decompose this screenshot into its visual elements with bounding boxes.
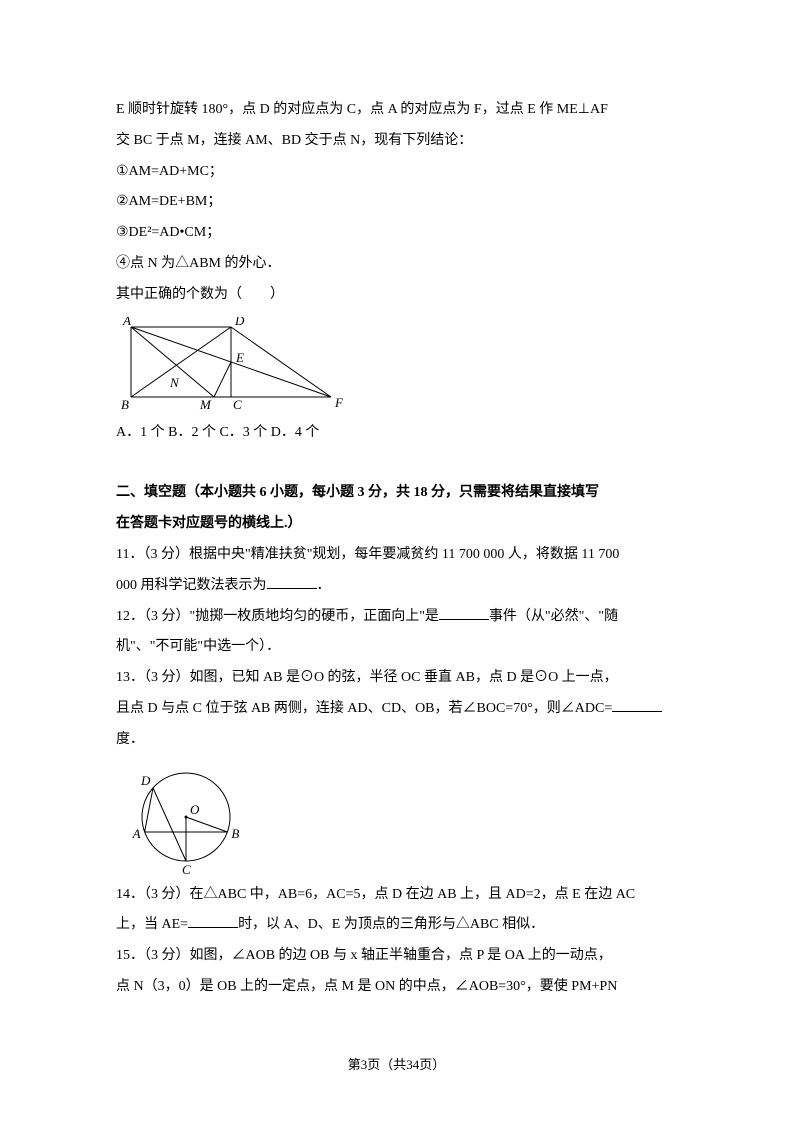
section2-title-1: 二、填空题（本小题共 6 小题，每小题 3 分，共 18 分，只需要将结果直接填…: [116, 478, 683, 509]
svg-text:D: D: [234, 317, 245, 328]
q10-options: A．1 个 B．2 个 C．3 个 D．4 个: [116, 418, 683, 449]
q12-blank[interactable]: [439, 604, 489, 619]
q10-s1: ①AM=AD+MC；: [116, 157, 683, 188]
svg-text:C: C: [182, 862, 191, 874]
q10-line2: 交 BC 于点 M，连接 AM、BD 交于点 N，现有下列结论：: [116, 126, 683, 157]
svg-text:A: A: [122, 317, 131, 328]
q14-line1: 14．（3 分）在△ABC 中，AB=6，AC=5，点 D 在边 AB 上，且 …: [116, 880, 683, 911]
svg-text:D: D: [140, 773, 151, 788]
svg-text:F: F: [334, 395, 344, 410]
q13-line2: 且点 D 与点 C 位于弦 AB 两侧，连接 AD、CD、OB，若∠BOC=70…: [116, 694, 683, 725]
section2-title-2: 在答题卡对应题号的横线上.）: [116, 509, 683, 540]
q12-line2: 机"、"不可能"中选一个）．: [116, 632, 683, 663]
q11-line1: 11．（3 分）根据中央"精准扶贫"规划，每年要减贫约 11 700 000 人…: [116, 540, 683, 571]
q10-s4: ④点 N 为△ABM 的外心．: [116, 249, 683, 280]
svg-text:O: O: [190, 802, 200, 817]
svg-text:M: M: [199, 397, 212, 412]
svg-text:C: C: [233, 397, 242, 412]
q11-blank[interactable]: [267, 573, 317, 588]
q14-line2: 上，当 AE=时，以 A、D、E 为顶点的三角形与△ABC 相似．: [116, 910, 683, 941]
q10-figure: A D B C F E M N: [116, 317, 683, 412]
q15-line2: 点 N（3，0）是 OB 上的一定点，点 M 是 ON 的中点，∠AOB=30°…: [116, 972, 683, 1003]
svg-text:B: B: [121, 397, 129, 412]
q10-s2: ②AM=DE+BM；: [116, 187, 683, 218]
page-footer: 第3页（共34页）: [0, 1051, 793, 1080]
svg-text:A: A: [132, 826, 141, 841]
q11-line2: 000 用科学记数法表示为．: [116, 571, 683, 602]
q13-line3: 度．: [116, 725, 683, 756]
q10-s3: ③DE²=AD•CM；: [116, 218, 683, 249]
q10-line1: E 顺时针旋转 180°，点 D 的对应点为 C，点 A 的对应点为 F，过点 …: [116, 95, 683, 126]
q13-figure: A B C D O: [116, 762, 683, 874]
q13-blank[interactable]: [612, 697, 662, 712]
q13-line1: 13．（3 分）如图，已知 AB 是⊙O 的弦，半径 OC 垂直 AB，点 D …: [116, 663, 683, 694]
q12-line1: 12．（3 分）"抛掷一枚质地均匀的硬币，正面向上"是事件（从"必然"、"随: [116, 602, 683, 633]
svg-text:N: N: [169, 375, 180, 390]
q10-q: 其中正确的个数为（ ）: [116, 280, 683, 311]
svg-text:B: B: [231, 826, 239, 841]
q14-blank[interactable]: [188, 913, 238, 928]
svg-text:E: E: [235, 350, 244, 365]
q15-line1: 15．（3 分）如图，∠AOB 的边 OB 与 x 轴正半轴重合，点 P 是 O…: [116, 941, 683, 972]
